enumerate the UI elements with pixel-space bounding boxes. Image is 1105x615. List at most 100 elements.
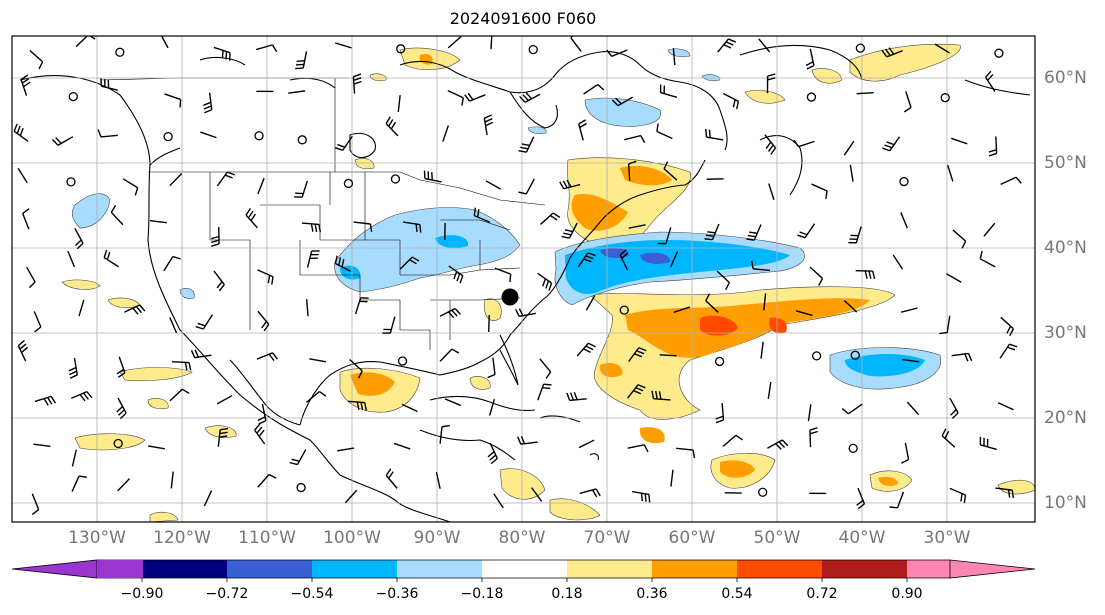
wind-barb	[254, 423, 266, 445]
wind-barb	[519, 92, 541, 103]
wind-barb	[518, 136, 535, 153]
wind-barb	[288, 90, 306, 94]
wind-barb	[856, 92, 874, 95]
wind-barb	[200, 131, 217, 139]
wind-barb	[997, 402, 1014, 411]
wind-barb	[751, 260, 771, 272]
wind-barb	[994, 48, 1004, 58]
wind-barb	[811, 351, 822, 361]
wind-barb	[78, 299, 85, 317]
wind-barb	[663, 161, 678, 181]
colorbar-tick-label: −0.36	[375, 586, 419, 602]
wind-barb	[71, 475, 88, 492]
wind-barb	[124, 304, 146, 315]
wind-barb	[344, 489, 358, 504]
wind-barb	[217, 427, 229, 447]
wind-barb	[901, 442, 910, 464]
wind-barb	[579, 488, 601, 498]
wind-barb	[256, 44, 278, 53]
wind-barb	[203, 92, 213, 114]
wind-barb	[110, 205, 124, 226]
wind-barb	[122, 178, 139, 196]
wind-barb	[169, 173, 183, 187]
wind-barb	[254, 131, 264, 141]
wind-barb	[559, 179, 581, 190]
wind-barb	[849, 164, 854, 182]
wind-barb	[51, 136, 74, 146]
longitude-label: 50°W	[753, 528, 801, 548]
wind-barb	[483, 114, 494, 136]
wind-barb	[950, 137, 968, 145]
wind-barb	[951, 352, 973, 362]
wind-barb	[305, 390, 327, 403]
wind-barb	[848, 443, 858, 454]
latitude-label: 10°N	[1044, 493, 1087, 513]
wind-barb	[296, 482, 306, 493]
wind-barb	[979, 250, 996, 268]
colorbar-segment	[227, 560, 313, 578]
wind-barb	[518, 178, 535, 195]
colorbar-segment	[567, 560, 653, 578]
longitude-label: 30°W	[923, 528, 971, 548]
wind-barb	[75, 36, 96, 48]
wind-barb	[33, 311, 42, 333]
wind-barb	[716, 270, 731, 290]
colorbar-tick-label: 0.36	[636, 586, 668, 602]
wind-barb	[335, 135, 353, 151]
wind-barb	[113, 438, 123, 449]
colorbar-tick-label: 0.18	[551, 586, 583, 602]
wind-barb	[515, 308, 537, 318]
wind-barb	[946, 273, 962, 283]
colorbar-tick-label: −0.90	[120, 586, 164, 602]
wind-barb	[399, 256, 420, 270]
map-title: 2024091600 F060	[449, 9, 597, 28]
colorbar-segment	[142, 560, 228, 578]
wind-barb	[435, 472, 441, 489]
wind-barb	[900, 212, 908, 229]
wind-barb	[583, 83, 605, 95]
colorbar-extend-max	[949, 559, 1036, 579]
longitude-label: 60°W	[668, 528, 716, 548]
wind-barb	[464, 92, 486, 102]
wind-barb	[1000, 176, 1022, 186]
wind-barb	[793, 139, 815, 148]
wind-barb	[164, 93, 182, 108]
wind-barb	[71, 449, 77, 467]
wind-barb	[676, 447, 696, 459]
wind-barb	[68, 91, 78, 102]
colorbar-tick-label: 0.90	[891, 586, 923, 602]
wind-barb	[984, 70, 996, 92]
wind-barb	[657, 227, 672, 245]
wind-barb	[423, 170, 442, 183]
wind-barb	[352, 73, 362, 94]
wind-barb	[382, 316, 396, 334]
wind-barb	[149, 219, 167, 224]
colorbar-segment	[907, 560, 950, 578]
wind-barb	[216, 395, 233, 405]
wind-barb	[578, 439, 595, 449]
wind-barb	[169, 388, 190, 402]
wind-barb	[892, 254, 904, 270]
wind-barb	[797, 223, 816, 239]
wind-barb	[66, 177, 76, 187]
wind-barb	[211, 226, 220, 247]
wind-barb	[900, 307, 918, 313]
colorbar-segment	[397, 560, 483, 578]
colorbar-segment	[737, 560, 823, 578]
wind-barb	[940, 93, 950, 103]
map-frame	[11, 35, 1036, 523]
wind-barb	[163, 255, 181, 272]
wind-barb	[34, 395, 57, 406]
wind-barb	[628, 224, 646, 229]
longitude-label: 120°W	[153, 528, 211, 548]
wind-barb	[539, 358, 552, 379]
longitude-label: 40°W	[838, 528, 886, 548]
wind-barb	[117, 478, 130, 492]
wind-barb	[577, 252, 596, 268]
colorbar-tick-label: −0.54	[290, 586, 334, 602]
wind-barb	[941, 428, 956, 448]
wind-barb	[29, 49, 44, 70]
wind-barb	[841, 403, 863, 415]
wind-barb	[624, 134, 646, 143]
wind-barb	[33, 443, 51, 448]
